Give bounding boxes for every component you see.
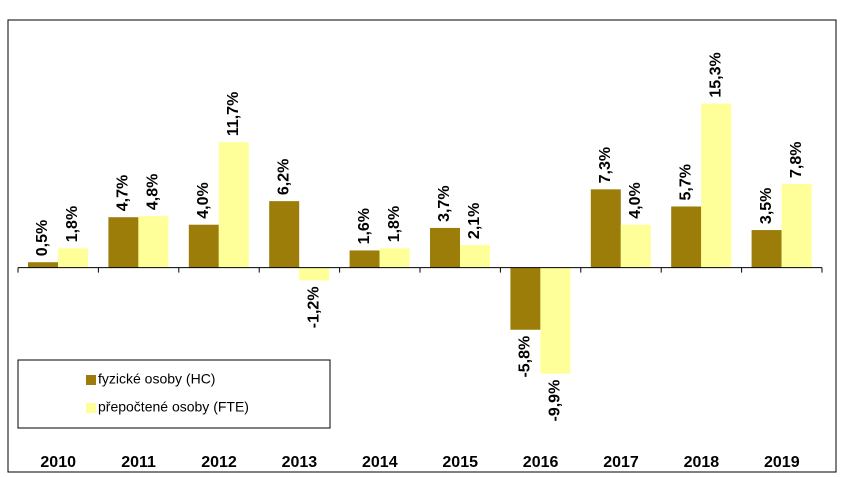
- data-label: 3,7%: [436, 185, 453, 221]
- x-tick-label: 2013: [282, 454, 318, 471]
- data-label: 1,8%: [64, 206, 81, 242]
- data-label: 4,0%: [627, 182, 644, 218]
- data-label: 11,7%: [225, 92, 242, 136]
- x-tick-label: 2018: [684, 454, 720, 471]
- bar: [701, 103, 732, 268]
- x-tick-label: 2010: [40, 454, 76, 471]
- x-tick-label: 2012: [201, 454, 237, 471]
- data-label: 5,7%: [677, 164, 694, 200]
- bar: [379, 248, 410, 268]
- data-label: 1,8%: [386, 206, 403, 242]
- bar: [460, 245, 490, 268]
- data-label: 6,2%: [275, 159, 292, 195]
- data-label: 7,8%: [788, 142, 805, 178]
- legend: fyzické osoby (HC) přepočtené osoby (FTE): [17, 359, 331, 429]
- bar: [590, 189, 621, 268]
- legend-box: [17, 359, 331, 429]
- x-tick-label: 2011: [121, 454, 156, 471]
- x-tick-label: 2014: [362, 454, 398, 471]
- bar: [28, 262, 58, 268]
- data-label: 4,8%: [145, 174, 162, 210]
- legend-label: přepočtené osoby (FTE): [98, 399, 249, 415]
- x-tick-label: 2019: [764, 454, 800, 471]
- data-label: 15,3%: [707, 52, 724, 97]
- x-tick-label: 2016: [523, 454, 559, 471]
- data-label: 7,3%: [597, 147, 614, 183]
- data-label: 1,6%: [356, 208, 373, 244]
- bar: [269, 201, 300, 268]
- bar: [218, 142, 249, 268]
- data-label: 4,7%: [115, 175, 132, 211]
- bar: [349, 250, 380, 268]
- bar: [781, 183, 812, 268]
- bar: [671, 206, 702, 268]
- data-label: -5,8%: [517, 336, 534, 378]
- data-label: -1,2%: [305, 286, 322, 328]
- bar: [108, 217, 139, 268]
- bar: [58, 248, 88, 268]
- data-label: 3,5%: [758, 188, 775, 224]
- x-tick-label: 2015: [442, 454, 478, 471]
- bar: [430, 227, 460, 268]
- bar: [299, 267, 330, 281]
- data-label: 0,5%: [34, 220, 51, 256]
- data-label: 4,0%: [195, 182, 212, 218]
- data-label: -9,9%: [547, 380, 564, 422]
- bar: [540, 267, 571, 374]
- legend-swatch: [86, 403, 96, 413]
- x-tick-label: 2017: [603, 454, 639, 471]
- bar: [510, 267, 541, 330]
- legend-label: fyzické osoby (HC): [98, 371, 215, 387]
- bar: [138, 216, 169, 268]
- bar: [620, 224, 651, 268]
- bar: [188, 224, 219, 268]
- bar: [751, 230, 782, 268]
- data-label: 2,1%: [466, 203, 483, 239]
- legend-swatch: [86, 375, 96, 385]
